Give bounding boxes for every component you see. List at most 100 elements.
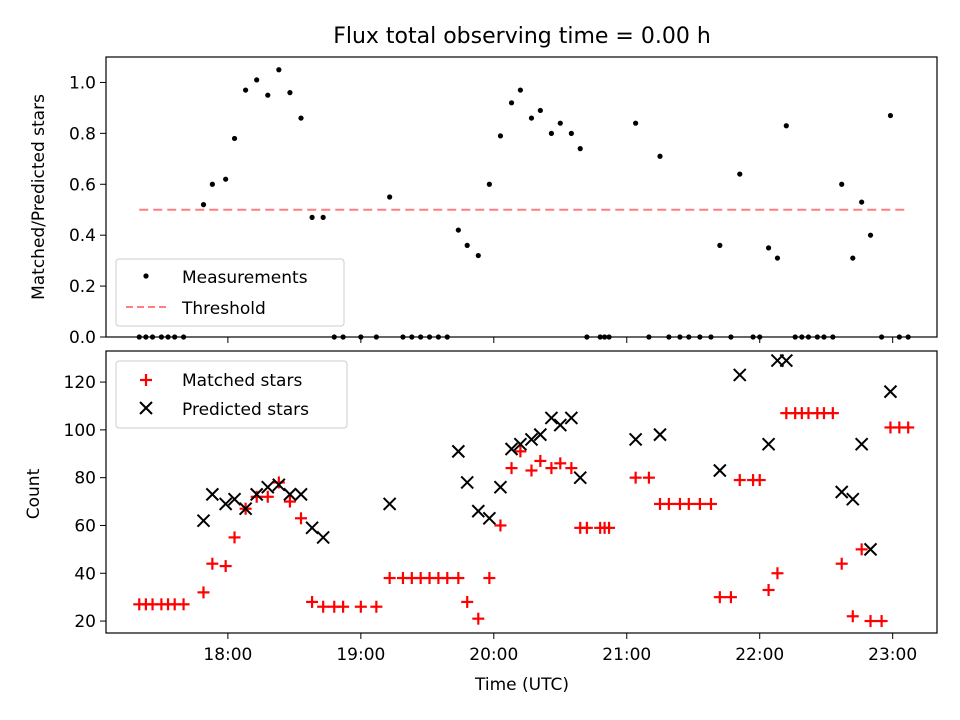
measurement-point xyxy=(149,334,156,340)
measurement-point xyxy=(697,334,703,340)
bottom-y-axis-label: Count xyxy=(24,468,44,519)
chart-title: Flux total observing time = 0.00 h xyxy=(333,24,711,49)
predicted-star-point xyxy=(196,513,211,528)
x-tick-label: 22:00 xyxy=(735,645,784,665)
matched-star-point xyxy=(441,572,454,585)
measurement-point xyxy=(799,334,805,340)
measurement-point xyxy=(387,194,393,200)
predicted-star-point xyxy=(205,487,220,502)
predicted-star-point xyxy=(544,411,559,425)
matched-star-point xyxy=(472,612,485,625)
measurement-point xyxy=(455,227,461,233)
top-y-axis-label: Matched/Predicted stars xyxy=(29,94,49,300)
bottom-legend-box xyxy=(115,360,348,429)
predicted-star-point xyxy=(835,485,849,499)
predicted-star-b xyxy=(854,437,869,451)
predicted-star-b xyxy=(283,487,297,502)
predicted-star-point xyxy=(460,475,474,490)
measurement-point xyxy=(418,334,424,340)
measurement-point xyxy=(657,153,663,159)
matched-star-point xyxy=(197,586,210,599)
measurement-point xyxy=(597,334,603,340)
predicted-star-b xyxy=(513,437,528,451)
predicted-star-b xyxy=(553,418,567,432)
matched-star-point xyxy=(753,474,766,487)
predicted-star-point xyxy=(564,411,579,425)
matched-star-point xyxy=(461,595,474,608)
measurement-point xyxy=(265,92,271,98)
measurement-point xyxy=(444,334,450,340)
measurement-point xyxy=(497,133,504,139)
measurement-point xyxy=(584,334,590,340)
matched-star-point xyxy=(682,497,695,510)
measurement-point xyxy=(646,334,652,340)
measurement-point xyxy=(792,334,798,340)
measurement-point xyxy=(717,242,723,248)
predicted-star-point xyxy=(272,478,286,492)
measurement-point xyxy=(905,334,911,340)
measurement-point xyxy=(528,115,535,121)
x-tick-label: 19:00 xyxy=(336,645,385,665)
bottom-y-tick-label: 80 xyxy=(74,469,96,489)
predicted-star-point xyxy=(316,530,330,545)
predicted-star-b xyxy=(733,368,747,382)
matched-star-point xyxy=(228,531,241,544)
measurement-point xyxy=(475,252,481,259)
predicted-star-point xyxy=(628,432,643,447)
predicted-star-b xyxy=(779,353,794,368)
measurement-point xyxy=(223,176,229,182)
matched-star-point xyxy=(875,615,888,628)
matched-star-point xyxy=(317,600,330,613)
measurement-point xyxy=(859,199,865,205)
measurement-point xyxy=(548,130,555,136)
predicted-star-point xyxy=(524,432,539,447)
predicted-star-point xyxy=(294,487,308,502)
predicted-star-point xyxy=(653,427,667,442)
measurement-point xyxy=(867,232,874,238)
measurement-point xyxy=(143,334,149,340)
matched-star-point xyxy=(306,595,319,608)
top-y-tick-label: 1.0 xyxy=(69,73,96,93)
matched-star-point xyxy=(855,543,868,556)
predicted-star-b xyxy=(863,542,878,557)
measurement-point xyxy=(708,334,714,340)
predicted-star-b xyxy=(653,427,667,442)
predicted-star-point xyxy=(533,427,548,442)
x-tick-label: 21:00 xyxy=(602,645,651,665)
measurement-point xyxy=(750,334,756,340)
legend-matched-label: Matched stars xyxy=(182,371,302,391)
bottom-y-tick-label: 20 xyxy=(74,612,96,632)
predicted-star-point xyxy=(713,463,727,478)
predicted-star-point xyxy=(218,497,233,511)
matched-star-point xyxy=(295,512,308,525)
measurement-point xyxy=(172,334,178,340)
legend-predicted-label: Predicted stars xyxy=(182,400,309,420)
predicted-star-b xyxy=(544,411,559,425)
measurement-point xyxy=(783,123,789,129)
x-tick-label: 23:00 xyxy=(868,645,917,665)
measurement-point xyxy=(287,90,293,96)
measurement-point xyxy=(666,334,672,340)
top-legend: Measurements Threshold xyxy=(115,258,345,327)
measurement-point xyxy=(774,255,781,261)
measurement-point xyxy=(568,130,574,136)
measurement-point xyxy=(298,115,304,121)
measurement-point xyxy=(435,334,441,340)
x-axis-label: Time (UTC) xyxy=(474,675,569,695)
legend-threshold-label: Threshold xyxy=(181,299,266,319)
matched-star-point xyxy=(902,421,915,434)
measurement-point xyxy=(577,146,583,152)
matched-star-point xyxy=(693,497,706,510)
top-y-tick-label: 0.2 xyxy=(69,277,96,297)
predicted-star-b xyxy=(533,427,548,442)
predicted-star-point xyxy=(504,442,519,456)
matched-star-point xyxy=(545,462,558,475)
predicted-star-b xyxy=(238,502,253,516)
top-panel: Matched/Predicted stars 0.0 0.2 0.4 0.6 0.8 1… xyxy=(29,56,938,348)
measurement-point xyxy=(331,334,337,340)
predicted-star-point xyxy=(883,384,898,399)
top-legend-box xyxy=(115,258,345,327)
matched-star-point xyxy=(206,557,219,570)
measurement-point xyxy=(254,77,260,83)
